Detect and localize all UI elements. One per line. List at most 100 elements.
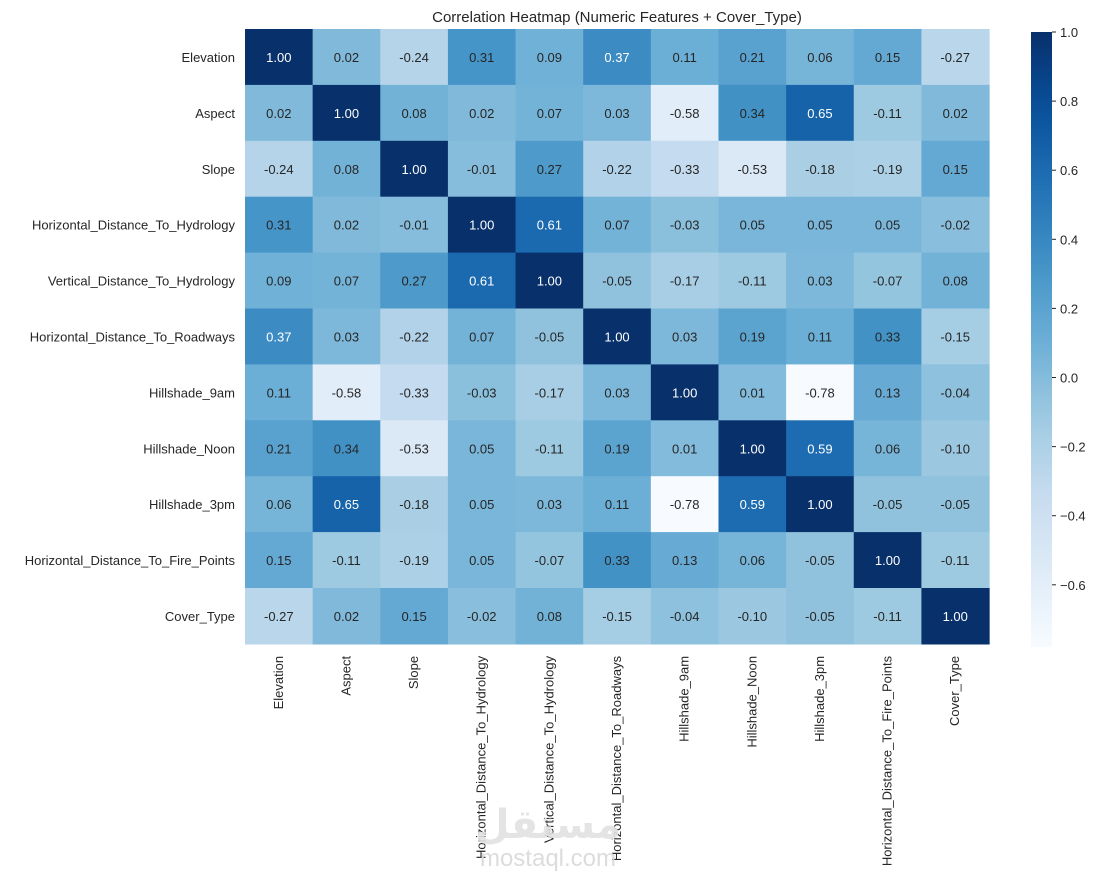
heatmap-cell (447, 476, 517, 533)
colorbar-tick-label: 0.4 (1060, 232, 1078, 247)
x-tick-label: Elevation (271, 656, 286, 709)
heatmap-cell-value: 0.03 (537, 497, 562, 512)
heatmap-cell-value: -0.01 (467, 162, 497, 177)
y-tick-label: Elevation (182, 50, 235, 65)
heatmap-cell (447, 308, 517, 365)
heatmap-cell-value: 1.00 (672, 385, 697, 400)
heatmap-cell (515, 252, 584, 310)
heatmap-cell-value: 1.00 (469, 218, 494, 233)
x-tick-label: Hillshade_3pm (812, 656, 827, 742)
heatmap-cell (583, 140, 652, 198)
heatmap-cell (718, 252, 787, 310)
heatmap-cell (583, 196, 652, 254)
colorbar-tick-label: 0.0 (1060, 371, 1078, 386)
heatmap-cell (245, 420, 314, 477)
heatmap-cell-value: 1.00 (537, 274, 562, 289)
heatmap-cell (921, 532, 990, 589)
heatmap-cell-value: 0.06 (266, 497, 291, 512)
heatmap-cell-value: 0.27 (537, 162, 562, 177)
heatmap-cell-value: -0.10 (940, 441, 970, 456)
watermark-domain-text: mostaql.com (480, 845, 616, 872)
heatmap-cell (921, 420, 990, 477)
heatmap-cell-value: -0.02 (467, 609, 497, 624)
heatmap-cell (921, 29, 990, 86)
heatmap-cell (921, 84, 990, 142)
heatmap-cell (380, 420, 449, 477)
heatmap-cell-value: 0.61 (469, 274, 494, 289)
x-tick-label: Cover_Type (947, 656, 962, 726)
heatmap-cell (447, 420, 517, 477)
heatmap-cell-value: -0.33 (670, 162, 700, 177)
heatmap-cell-value: -0.11 (332, 553, 361, 568)
heatmap-cell (921, 196, 990, 254)
heatmap-cell-value: -0.01 (399, 218, 429, 233)
heatmap-cell (718, 196, 787, 254)
heatmap-cell (515, 29, 584, 86)
heatmap-cell-value: -0.19 (399, 553, 429, 568)
heatmap-cell-value: 0.61 (537, 218, 562, 233)
heatmap-cell-value: -0.07 (873, 274, 903, 289)
heatmap-cell (650, 84, 720, 142)
heatmap-cell-value: 0.02 (943, 106, 968, 121)
heatmap-cell-value: 0.02 (469, 106, 494, 121)
colorbar-tick-label: 0.2 (1060, 301, 1078, 316)
colorbar: 1.0 0.8 0.6 0.4 0.2 0.0 −0.2 −0.4 −0.6 (1031, 25, 1086, 647)
y-tick-label: Vertical_Distance_To_Hydrology (48, 274, 236, 289)
heatmap-cell (380, 476, 449, 533)
heatmap-cell-value: 0.03 (334, 329, 359, 344)
heatmap-cell (245, 252, 314, 310)
heatmap-cell-value: 0.59 (740, 497, 765, 512)
heatmap-cell (650, 476, 720, 533)
heatmap-cell (515, 196, 584, 254)
heatmap-cell (853, 588, 922, 645)
heatmap-cell-value: 0.11 (605, 497, 629, 512)
heatmap-cell-value: -0.53 (737, 162, 767, 177)
chart-title: Correlation Heatmap (Numeric Features + … (432, 9, 802, 26)
y-tick-label: Hillshade_3pm (149, 497, 235, 512)
heatmap-cell (447, 196, 517, 254)
heatmap-cell (786, 84, 855, 142)
heatmap-cell-value: -0.22 (399, 329, 429, 344)
heatmap-cell-value: -0.03 (467, 385, 497, 400)
heatmap-cell (853, 252, 922, 310)
heatmap-cell (583, 588, 652, 645)
y-tick-label: Aspect (195, 106, 235, 121)
heatmap-cell (718, 420, 787, 477)
heatmap-cell-value: 0.37 (604, 50, 629, 65)
heatmap-cell (650, 140, 720, 198)
heatmap-cell-value: 0.19 (604, 441, 629, 456)
heatmap-cell-value: -0.19 (873, 162, 903, 177)
heatmap-cell-value: 0.34 (740, 106, 765, 121)
heatmap-cell (650, 196, 720, 254)
y-axis-tick-labels: Elevation Aspect Slope Horizontal_Distance_… (25, 50, 236, 624)
heatmap-cell-value: 0.31 (266, 218, 291, 233)
watermark-logo-text: مستقل (475, 803, 621, 847)
heatmap-cell (312, 476, 381, 533)
heatmap-cell-value: 0.01 (672, 441, 697, 456)
heatmap-cell (853, 308, 922, 365)
heatmap-cell-value: 0.13 (875, 385, 900, 400)
heatmap-cell (312, 588, 381, 645)
heatmap-cell-value: 0.05 (469, 441, 494, 456)
heatmap-cell-value: 0.34 (334, 441, 359, 456)
heatmap-cell (312, 196, 381, 254)
x-axis-tick-labels: Elevation Aspect Slope Horizontal_Distance_… (271, 655, 962, 866)
heatmap-cell-value: 0.15 (875, 50, 900, 65)
heatmap-cell-value: 0.06 (875, 441, 900, 456)
heatmap-cell-value: 0.03 (672, 329, 697, 344)
heatmap-cell-value: -0.58 (332, 385, 362, 400)
heatmap-cell-value: 1.00 (604, 329, 629, 344)
heatmap-cell-value: 0.11 (267, 385, 291, 400)
heatmap-cell (786, 532, 855, 589)
heatmap-cell-value: -0.05 (940, 497, 970, 512)
heatmap-cell (650, 420, 720, 477)
heatmap-cell-value: 0.09 (266, 274, 291, 289)
heatmap-cell (515, 476, 584, 533)
heatmap-cell-value: 0.33 (604, 553, 629, 568)
heatmap-cell (447, 29, 517, 86)
heatmap-cell-value: -0.11 (535, 441, 564, 456)
heatmap-cell (312, 140, 381, 198)
heatmap-cell-value: 0.31 (469, 50, 494, 65)
heatmap-cell (515, 588, 584, 645)
watermark: مستقل mostaql.com (475, 803, 621, 872)
